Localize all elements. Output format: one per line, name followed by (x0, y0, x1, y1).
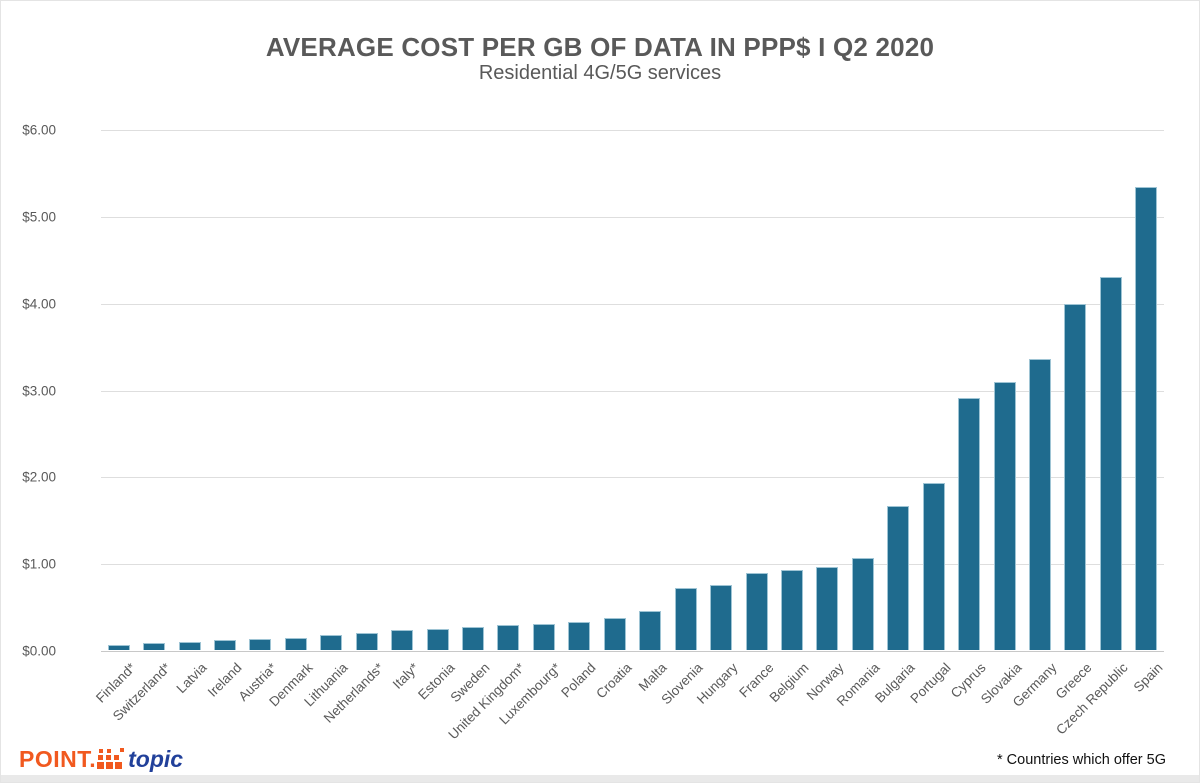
bar (603, 617, 626, 650)
bar (816, 566, 839, 650)
bar (214, 640, 237, 650)
bar (249, 638, 272, 650)
bar (178, 642, 201, 650)
y-axis-tick-label: $0.00 (22, 643, 56, 659)
bar (284, 637, 307, 650)
gridline (101, 303, 1164, 305)
gridline (101, 477, 1164, 479)
bar (1028, 359, 1051, 650)
bar (107, 644, 130, 650)
bar (922, 483, 945, 650)
chart-title: AVERAGE COST PER GB OF DATA IN PPP$ I Q2… (265, 32, 935, 62)
bar (674, 588, 697, 650)
y-axis-tick-label: $5.00 (22, 209, 56, 225)
bar (780, 570, 803, 650)
bar (355, 632, 378, 650)
bottom-strip (1, 775, 1199, 782)
bar (745, 572, 768, 650)
y-axis-tick-label: $2.00 (22, 469, 56, 485)
bar (143, 643, 166, 650)
bar (497, 624, 520, 650)
bar (639, 610, 662, 650)
x-axis-label: Latvia (173, 660, 210, 697)
bar (532, 623, 555, 650)
bar (851, 557, 874, 650)
bar (710, 584, 733, 650)
bar (391, 630, 414, 650)
bar (462, 627, 485, 650)
bar (320, 635, 343, 650)
gridline (101, 216, 1164, 218)
bar (958, 398, 981, 650)
bar (1135, 187, 1158, 650)
gridline (101, 130, 1164, 131)
logo-topic-text: topic (128, 746, 184, 772)
y-axis-tick-label: $4.00 (22, 296, 56, 312)
y-axis-tick-label: $3.00 (22, 383, 56, 398)
logo-point-text: POINT. (19, 746, 97, 772)
x-axis-line (101, 651, 1164, 652)
bar (1099, 276, 1122, 650)
logo-dots-icon (97, 748, 125, 769)
bar (887, 505, 910, 650)
x-axis-label: Italy* (389, 660, 422, 692)
x-axis-label: Spain (1130, 660, 1166, 696)
chart-subtitle: Residential 4G/5G services (478, 62, 722, 84)
bar (993, 381, 1016, 650)
gridline (101, 564, 1164, 566)
bar (426, 629, 449, 650)
footnote-5g: * Countries which offer 5G (997, 752, 1166, 768)
x-axis-label: Poland (558, 660, 599, 701)
y-axis-tick-label: $1.00 (22, 556, 56, 572)
bar (1064, 303, 1087, 650)
bar (568, 622, 591, 650)
point-topic-logo: POINT. topic (19, 748, 183, 771)
y-axis-tick-label: $6.00 (22, 122, 56, 138)
plot-area: $0.00 $1.00 $2.00 $3.00 $4.00 $5.00 $6.00 (22, 123, 1164, 659)
x-axis-label: Croatia (593, 660, 635, 702)
gridline (101, 390, 1164, 392)
